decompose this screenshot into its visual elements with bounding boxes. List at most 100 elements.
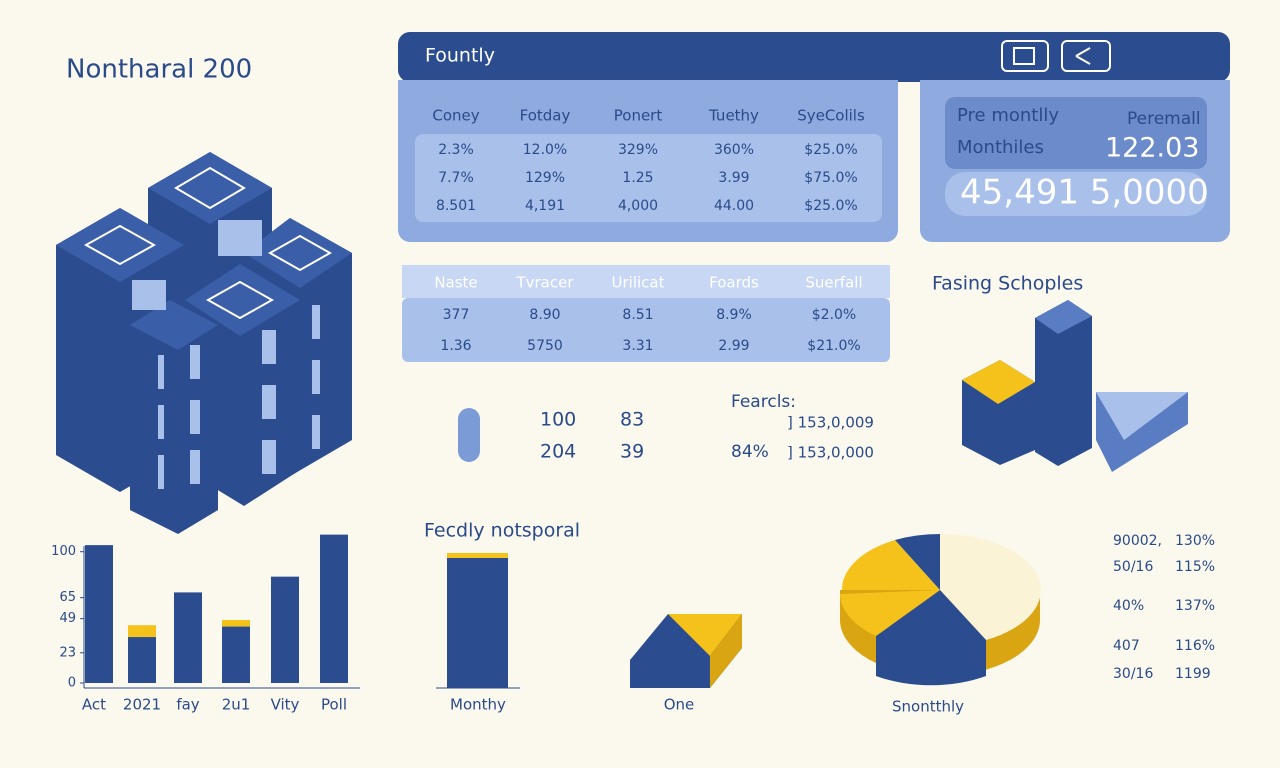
stat-value: 83	[620, 409, 644, 431]
list-item: 1199	[1175, 666, 1211, 682]
table-cell: $75.0%	[804, 170, 857, 186]
icon-button[interactable]	[1061, 40, 1111, 72]
icon	[1013, 47, 1035, 65]
shape	[1035, 300, 1092, 334]
stats-label: Fearcls:	[731, 392, 796, 412]
list-item: 40%	[1113, 598, 1144, 614]
bar-illustration	[447, 558, 508, 688]
list-item: 137%	[1175, 598, 1215, 614]
table-cell: 377	[443, 307, 470, 323]
x-tick-label: Act	[82, 696, 106, 714]
caption: Snontthly	[892, 698, 964, 716]
list-item: 90002,	[1113, 533, 1162, 549]
table-cell: 2.3%	[438, 142, 474, 158]
x-tick-label: fay	[176, 696, 199, 714]
bar	[128, 625, 156, 638]
shapes-title: Fasing Schoples	[932, 273, 1083, 295]
stat-value: 39	[620, 441, 644, 463]
table-header: Ponert	[614, 107, 663, 125]
bar	[222, 626, 250, 683]
table-cell: 329%	[618, 142, 658, 158]
caption: One	[664, 696, 695, 714]
table-header: Tvracer	[515, 274, 574, 292]
list-item: 116%	[1175, 638, 1215, 654]
shape	[962, 360, 1035, 404]
summary-label: Monthiles	[957, 137, 1044, 158]
table-cell: 360%	[714, 142, 754, 158]
table-header: Tuethy	[708, 107, 759, 125]
list-item: 407	[1113, 638, 1140, 654]
caption: Monthy	[450, 696, 506, 714]
stat-line: ] 153,0,009	[787, 414, 874, 432]
x-tick-label: 2021	[123, 696, 161, 714]
summary-big: 45,491 5,0000	[960, 173, 1209, 213]
bar	[320, 534, 348, 683]
bar	[222, 619, 250, 627]
bar	[174, 592, 202, 683]
y-tick-label: 49	[59, 611, 76, 626]
x-tick-label: Poll	[321, 696, 347, 714]
bar	[85, 545, 113, 683]
building-illustration	[56, 152, 352, 534]
wedge-illustration	[668, 614, 742, 656]
summary-pill	[945, 172, 1207, 216]
bar	[271, 576, 299, 683]
table-cell: 8.501	[436, 198, 476, 214]
list-item: 115%	[1175, 559, 1215, 575]
table-cell: 1.25	[622, 170, 653, 186]
summary-label: Peremall	[1127, 109, 1201, 129]
shape	[1096, 392, 1188, 440]
summary-label: Pre montlly	[957, 105, 1059, 126]
summary-value: 122.03	[1105, 133, 1199, 164]
pill	[458, 408, 480, 462]
table-cell: 3.31	[622, 338, 653, 354]
icon	[1075, 47, 1091, 65]
shape	[1035, 300, 1092, 466]
list-item: 50/16	[1113, 559, 1153, 575]
table-cell: 5750	[527, 338, 563, 354]
table-header: Urilicat	[612, 274, 665, 292]
table-header: Suerfall	[805, 274, 862, 292]
summary-box	[945, 97, 1207, 169]
table-cell: 7.7%	[438, 170, 474, 186]
icon-button[interactable]	[1001, 40, 1049, 72]
list-item: 130%	[1175, 533, 1215, 549]
table-cell: 12.0%	[523, 142, 567, 158]
table-cell: $21.0%	[807, 338, 860, 354]
table-cell: 8.51	[622, 307, 653, 323]
table-cell: 129%	[525, 170, 565, 186]
pie-illustration	[840, 533, 1041, 686]
table2-body	[402, 298, 890, 362]
stats-percent: 84%	[731, 442, 769, 462]
table-header: Foards	[709, 274, 759, 292]
table-cell: $25.0%	[804, 142, 857, 158]
table-header: SyeColils	[797, 107, 865, 125]
wedge-illustration	[710, 614, 742, 688]
x-tick-label: Vity	[271, 696, 300, 714]
table-header: Coney	[432, 107, 479, 125]
list-item: 30/16	[1113, 666, 1153, 682]
table-header: Naste	[434, 274, 477, 292]
table-cell: 8.9%	[716, 307, 752, 323]
table-cell: 1.36	[440, 338, 471, 354]
y-tick-label: 23	[59, 645, 76, 660]
panel-header	[398, 32, 1230, 82]
table-cell: 4,000	[618, 198, 658, 214]
table-cell: 2.99	[718, 338, 749, 354]
y-tick-label: 100	[51, 544, 76, 559]
table-cell: 44.00	[714, 198, 754, 214]
panel-title: Fountly	[425, 45, 495, 67]
table-cell: 3.99	[718, 170, 749, 186]
table-header: Fotday	[520, 107, 571, 125]
caption: Fecdly notsporal	[424, 520, 580, 542]
stat-value: 100	[540, 409, 576, 431]
stat-value: 204	[540, 441, 576, 463]
page-title: Nontharal 200	[66, 55, 252, 85]
table2-header	[402, 265, 890, 298]
stat-line: ] 153,0,000	[787, 444, 874, 462]
bar-illustration	[447, 553, 508, 559]
x-tick-label: 2u1	[222, 696, 251, 714]
table-cell: 4,191	[525, 198, 565, 214]
table-cell: 8.90	[529, 307, 560, 323]
